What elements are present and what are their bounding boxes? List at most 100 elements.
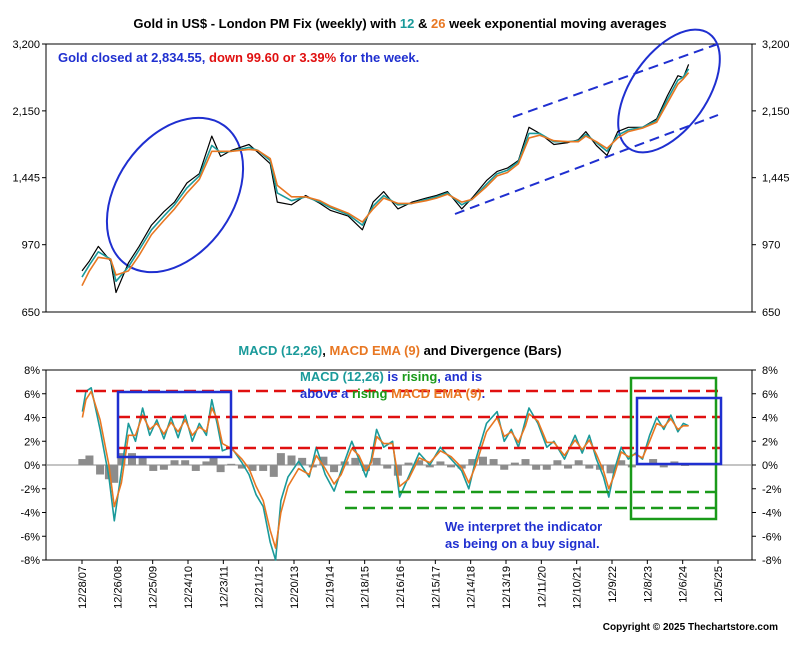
divergence-bar [500,465,509,470]
price-tick-label-left: 3,200 [12,39,40,51]
divergence-bar [425,465,434,468]
date-tick-label: 12/9/22 [607,566,619,603]
date-tick-label: 12/23/11 [218,566,230,608]
price-tick-label-right: 1,445 [762,173,790,185]
price-tick-label-left: 2,150 [12,106,40,118]
price-tick-label-left: 650 [22,307,40,319]
divergence-bar [436,461,445,465]
divergence-bar [237,465,246,469]
macd-chart-title: MACD (12,26), MACD EMA (9) and Divergenc… [238,343,561,358]
divergence-bar [298,457,307,465]
price-note-part-1: down 99.60 or 3.39% [209,50,337,65]
channel-upper-line [512,43,719,118]
macd-tick-label-left: 8% [24,365,40,377]
date-tick-label: 12/14/18 [466,566,478,609]
divergence-bar [521,459,530,465]
price-title-part-1: 12 [400,16,414,31]
divergence-bar [478,456,487,465]
divergence-bar [202,461,211,465]
macd-title-part-2: MACD EMA (9) [329,343,420,358]
divergence-bar [510,462,519,465]
date-tick-label: 12/21/12 [254,566,266,609]
date-tick-label: 12/5/25 [713,566,725,603]
macd-annotation-shapes [76,376,723,521]
price-title-part-0: Gold in US$ - London PM Fix (weekly) wit… [133,16,400,31]
price-series [81,64,690,294]
price-annotation-shapes [105,28,721,274]
divergence-bar [659,465,668,468]
price-axis-ticks: 650 650 970 970 1,445 1,445 2,150 2,150 3,200 3,2… [12,39,789,319]
divergence-bar [649,459,658,465]
divergence-bar [447,465,456,468]
price-title-part-2: & [414,16,431,31]
macd-note-2-part-0: We interpret the indicator [445,519,602,534]
date-tick-label: 12/10/21 [572,566,584,609]
macd-tick-label-left: -6% [20,531,40,543]
macd-tick-label-left: 2% [24,436,40,448]
macd-tick-label-right: 0% [762,460,778,472]
macd-note-0-part-0: MACD (12,26) [300,369,384,384]
divergence-bar [110,465,119,483]
macd-title-part-1: , [322,343,329,358]
price-tick-label-left: 970 [22,240,40,252]
macd-series-line-orange [81,390,689,549]
macd-axis-ticks: -8% -8% -6% -6% -4% -4% -2% -2% 0% 0% 2% 2% 4% 4% 6% 6%… [20,365,781,567]
divergence-bar [606,465,615,474]
date-tick-label: 12/8/23 [642,566,654,603]
divergence-bar [564,465,573,469]
divergence-bar [159,465,168,470]
price-title-part-3: 26 [431,16,445,31]
divergence-bar [330,465,339,473]
divergence-bar [585,465,594,469]
macd-tick-label-right: 4% [762,413,778,425]
price-tick-label-right: 650 [762,307,780,319]
divergence-bar [553,460,562,465]
macd-title-part-3: and Divergence (Bars) [420,343,562,358]
divergence-bar [259,465,268,471]
divergence-bar [149,465,158,471]
price-note-part-0: Gold closed at 2,834.55, [58,50,209,65]
date-tick-label: 12/6/24 [678,566,690,603]
date-axis-ticks: 12/28/07 12/26/08 12/25/09 12/24/10 12/23/11… [77,560,725,609]
macd-note-0-part-3: , and is [437,369,482,384]
macd-tick-label-left: -8% [20,555,40,567]
divergence-bar [574,460,583,465]
divergence-bar [489,459,498,465]
price-annotation: Gold closed at 2,834.55, down 99.60 or 3… [58,50,419,65]
macd-tick-label-left: 4% [24,413,40,425]
macd-note-0-part-1: is [384,369,402,384]
divergence-bar [681,465,690,466]
divergence-bar [104,465,113,480]
divergence-bar [276,453,285,465]
macd-tick-label-right: 8% [762,365,778,377]
divergence-bar [191,465,200,471]
divergence-bar [181,460,190,465]
highlight-ellipse-2009-2011 [105,116,245,274]
divergence-bar [468,459,477,465]
divergence-bar [351,457,360,465]
price-tick-label-left: 1,445 [12,173,40,185]
date-tick-label: 12/16/16 [395,566,407,609]
divergence-bars [78,453,690,483]
divergence-bar [170,460,179,465]
divergence-bar [287,455,296,465]
macd-series [81,386,689,561]
macd-note-1-part-1: rising [352,386,387,401]
macd-tick-label-right: 2% [762,436,778,448]
macd-tick-label-right: 6% [762,389,778,401]
divergence-bar [393,465,402,476]
divergence-bar [617,460,626,465]
divergence-bar [361,465,370,471]
divergence-bar [532,465,541,470]
macd-title-part-0: MACD (12,26) [238,343,322,358]
divergence-bar [227,463,236,465]
divergence-bar [127,453,136,465]
divergence-bar [117,453,126,465]
divergence-bar [209,456,218,465]
divergence-bar [415,460,424,465]
macd-tick-label-left: -2% [20,484,40,496]
date-tick-label: 12/28/07 [77,566,89,609]
macd-tick-label-left: 6% [24,389,40,401]
macd-note-3-part-0: as being on a buy signal. [445,536,600,551]
